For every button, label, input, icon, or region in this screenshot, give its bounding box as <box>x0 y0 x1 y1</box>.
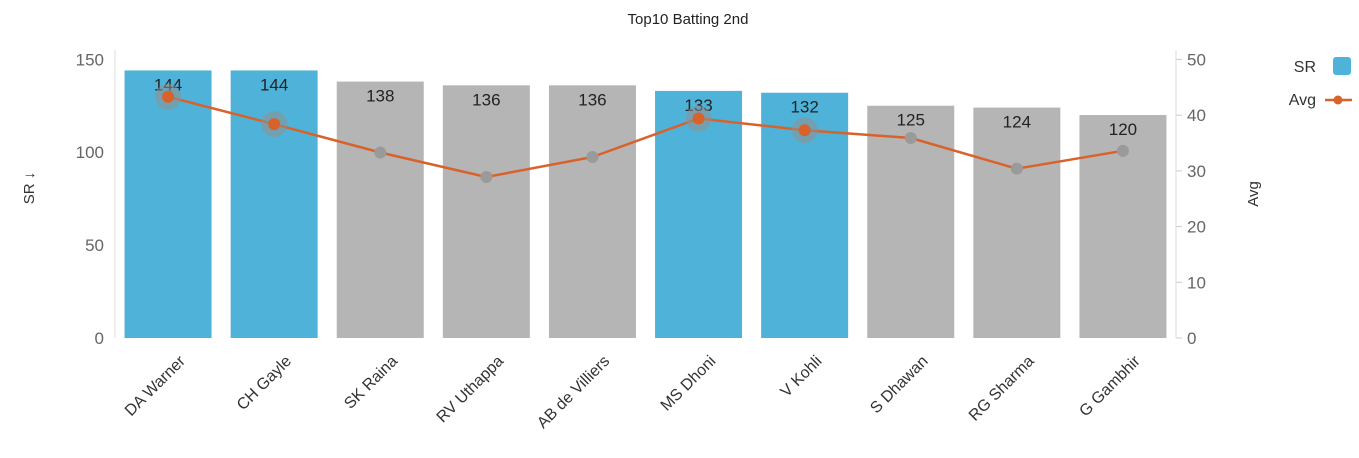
category-label: SK Raina <box>341 353 401 413</box>
bar-data-label: 125 <box>897 111 925 130</box>
bar <box>230 70 318 338</box>
bar-series: 144144138136136133132125124120 <box>124 70 1167 339</box>
legend-swatch-sr <box>1333 57 1351 75</box>
right-tick-label: 0 <box>1187 329 1196 348</box>
left-tick-label: 0 <box>95 329 104 348</box>
right-tick-label: 40 <box>1187 106 1206 125</box>
bar <box>548 85 636 338</box>
category-label: RV Uthappa <box>434 353 508 427</box>
legend-label-sr: SR <box>1294 59 1316 76</box>
right-tick-label: 10 <box>1187 273 1206 292</box>
legend-label-avg: Avg <box>1289 92 1316 109</box>
bar-data-label: 144 <box>260 75 288 94</box>
bar <box>867 105 955 338</box>
bar <box>973 107 1061 338</box>
right-tick-label: 50 <box>1187 50 1206 69</box>
category-labels: DA Warner CH Gayle SK Raina RV Uthappa AB de… <box>122 352 1144 432</box>
bar-data-label: 132 <box>790 98 818 117</box>
avg-point <box>1116 144 1129 157</box>
avg-point <box>798 124 811 137</box>
avg-point <box>1010 162 1023 175</box>
left-axis-ticks: 0 50 100 150 <box>76 50 104 348</box>
category-label: CH Gayle <box>234 353 295 414</box>
chart-title: Top10 Batting 2nd <box>628 11 749 28</box>
left-tick-label: 100 <box>76 143 104 162</box>
category-label: AB de Villiers <box>534 353 613 432</box>
bar-data-label: 124 <box>1003 113 1031 132</box>
avg-point <box>480 171 493 184</box>
bar-data-label: 136 <box>578 90 606 109</box>
category-label: V Kohli <box>778 353 826 401</box>
bar <box>442 85 530 338</box>
left-tick-label: 50 <box>85 236 104 255</box>
bar-data-label: 136 <box>472 90 500 109</box>
category-label: G Gambhir <box>1076 352 1144 420</box>
avg-point <box>162 90 175 103</box>
avg-point <box>268 118 281 131</box>
avg-point <box>904 132 917 145</box>
bar-data-label: 138 <box>366 87 394 106</box>
category-label: RG Sharma <box>966 353 1038 425</box>
avg-point <box>692 112 705 125</box>
category-label: S Dhawan <box>867 353 931 417</box>
category-label: DA Warner <box>122 352 189 419</box>
legend: SR Avg <box>1289 57 1352 109</box>
legend-swatch-avg-marker <box>1333 95 1343 105</box>
bar <box>124 70 212 338</box>
avg-line <box>167 95 1124 179</box>
category-label: MS Dhoni <box>658 353 720 415</box>
right-tick-label: 20 <box>1187 218 1206 237</box>
left-tick-label: 150 <box>76 50 104 69</box>
right-axis-ticks: 0 10 20 30 40 50 <box>1176 50 1206 348</box>
bar <box>655 90 743 339</box>
bar <box>336 81 424 338</box>
right-tick-label: 30 <box>1187 162 1206 181</box>
avg-point <box>374 146 387 159</box>
left-axis-label: SR ↓ <box>21 172 38 205</box>
right-axis-label: Avg <box>1245 181 1262 207</box>
bar-data-label: 120 <box>1109 120 1137 139</box>
line-series <box>155 83 1129 184</box>
avg-point <box>586 150 599 163</box>
